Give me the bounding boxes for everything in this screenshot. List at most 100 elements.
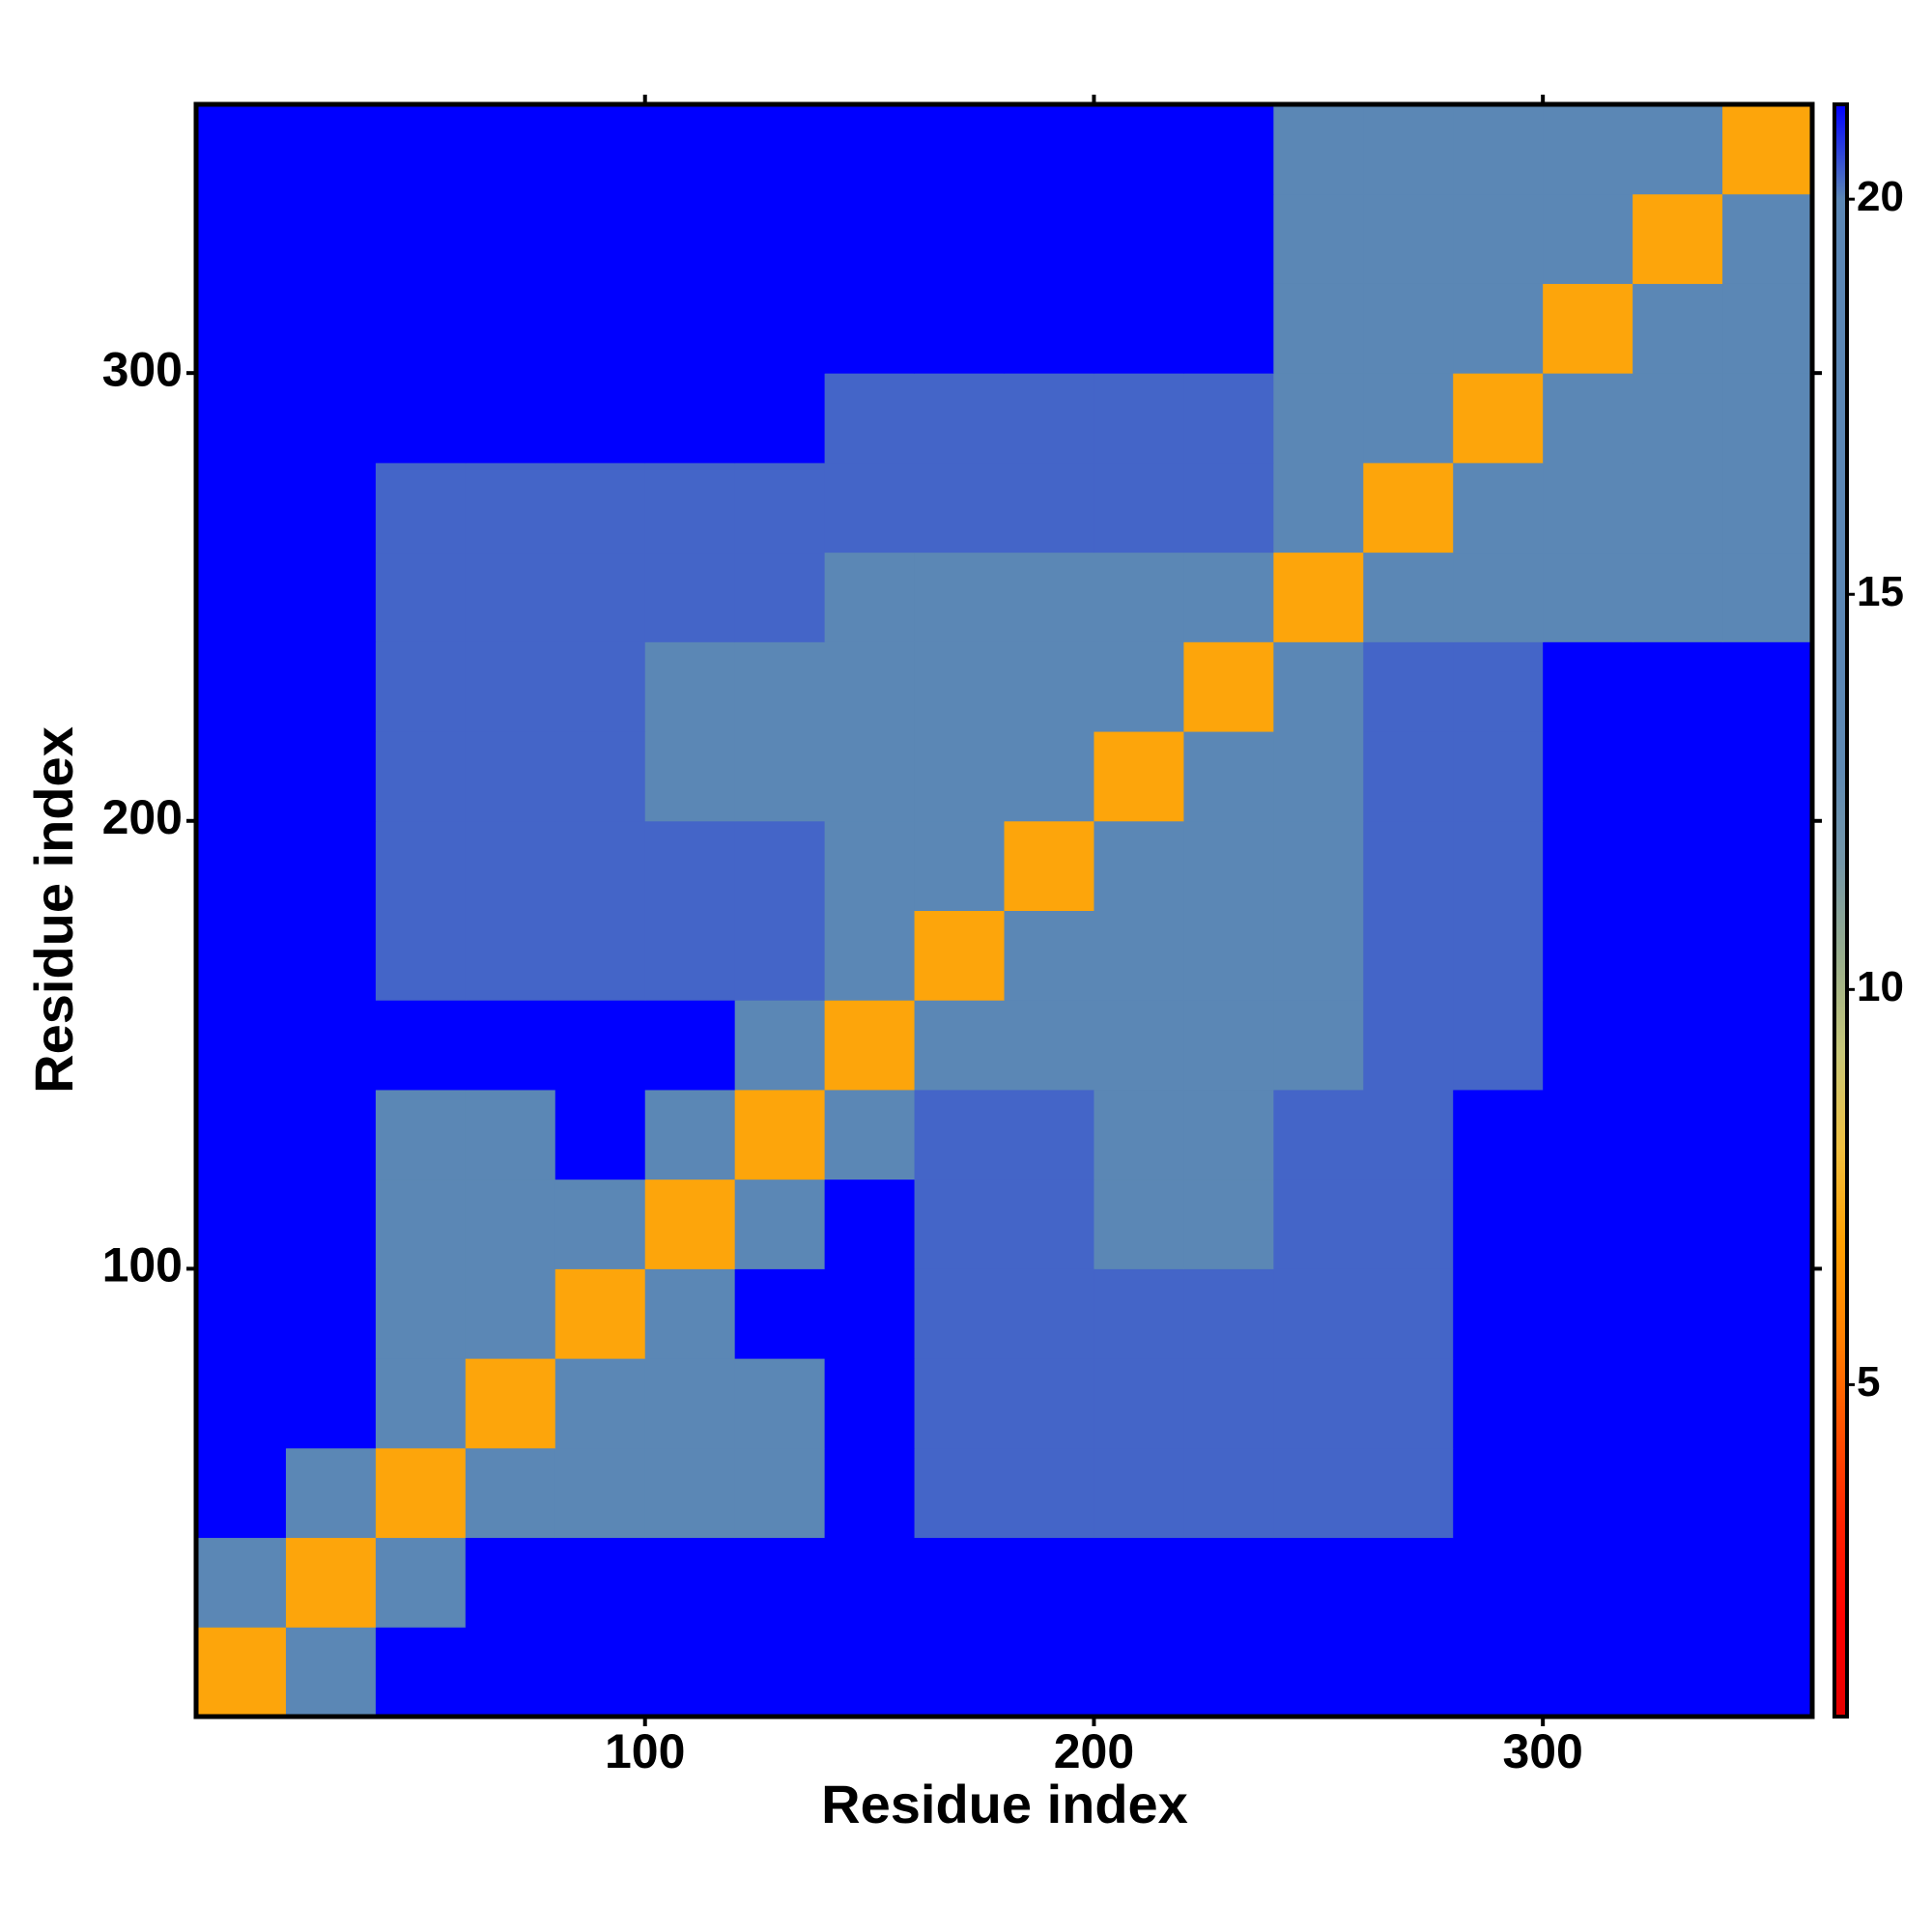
heatmap-cell [1273,1179,1364,1269]
heatmap-cell [375,820,467,911]
heatmap-cell [1543,373,1634,464]
heatmap-cell [1543,731,1634,822]
heatmap-cell [554,910,646,1001]
heatmap-cell [375,1268,467,1359]
heatmap-cell [734,731,826,822]
heatmap-cell [1363,731,1454,822]
heatmap-cell [734,1627,826,1718]
heatmap-cell [1722,1358,1813,1449]
heatmap-cell [554,1537,646,1628]
heatmap-cell [734,820,826,911]
heatmap-cell [1363,1358,1454,1449]
heatmap-cell [824,641,916,732]
heatmap-cell [196,552,287,642]
heatmap-cell [644,104,736,195]
heatmap-cell [1453,1179,1544,1269]
heatmap-cell [1722,641,1813,732]
heatmap-cell [285,193,377,284]
heatmap-cell [1453,1537,1544,1628]
heatmap [196,104,1813,1718]
heatmap-cell [1183,1179,1274,1269]
heatmap-cell [1453,552,1544,642]
heatmap-cell [1004,820,1094,911]
heatmap-cell [1722,462,1813,554]
heatmap-cell [554,1358,646,1449]
heatmap-cell [375,193,467,284]
heatmap-cell [1633,910,1723,1001]
heatmap-cell [465,1179,556,1269]
heatmap-cell [1094,1268,1184,1359]
heatmap-cell [465,1447,556,1539]
heatmap-cell [914,1447,1005,1539]
heatmap-cell [1094,552,1184,642]
heatmap-cell [914,1089,1005,1180]
heatmap-cell [1722,283,1813,374]
heatmap-cell [1094,283,1184,374]
heatmap-cell [1363,641,1454,732]
heatmap-cell [824,1179,916,1269]
heatmap-cell [1183,283,1274,374]
heatmap-cell [1453,1627,1544,1718]
heatmap-cell [1183,910,1274,1001]
heatmap-cell [554,462,646,554]
heatmap-cell [1633,1268,1723,1359]
heatmap-cell [285,1447,377,1539]
heatmap-cell [1633,1447,1723,1539]
colorbar-tick-label: 10 [1857,963,1904,1010]
y-axis-title: Residue index [23,726,84,1094]
heatmap-cell [824,283,916,374]
heatmap-cell [1183,1627,1274,1718]
heatmap-cell [734,283,826,374]
heatmap-cell [824,1627,916,1718]
heatmap-cell [465,373,556,464]
heatmap-cell [285,1627,377,1718]
heatmap-cell [1094,1537,1184,1628]
heatmap-cell [285,820,377,911]
heatmap-cell [914,373,1005,464]
heatmap-cell [1273,1268,1364,1359]
heatmap-cell [1273,462,1364,554]
heatmap-cell [285,1358,377,1449]
heatmap-cell [554,641,646,732]
heatmap-cell [914,1179,1005,1269]
heatmap-cell [375,1179,467,1269]
heatmap-cell [1363,1537,1454,1628]
heatmap-cell [375,1537,467,1628]
heatmap-cell [1273,1447,1364,1539]
heatmap-cell [1363,1000,1454,1091]
heatmap-cell [824,1268,916,1359]
heatmap-cell [1363,373,1454,464]
heatmap-cell [196,1627,287,1718]
heatmap-cell [824,1358,916,1449]
heatmap-cell [465,1268,556,1359]
heatmap-cell [824,104,916,195]
colorbar-tick-label: 15 [1857,568,1904,615]
heatmap-cell [375,104,467,195]
heatmap-cell [1543,193,1634,284]
heatmap-cell [285,552,377,642]
heatmap-cell [1363,820,1454,911]
heatmap-cell [1363,1447,1454,1539]
heatmap-cell [1094,462,1184,554]
heatmap-cell [734,552,826,642]
heatmap-cell [1543,552,1634,642]
heatmap-cell [1453,1268,1544,1359]
heatmap-cell [824,910,916,1001]
heatmap-cell [1363,1179,1454,1269]
heatmap-cell [1453,820,1544,911]
heatmap-cell [375,731,467,822]
heatmap-cell [196,462,287,554]
heatmap-cell [285,462,377,554]
heatmap-cell [465,910,556,1001]
heatmap-cell [1273,820,1364,911]
heatmap-cell [644,373,736,464]
heatmap-cell [554,104,646,195]
heatmap-cell [1363,1089,1454,1180]
heatmap-cell [196,373,287,464]
heatmap-cell [1183,641,1274,732]
heatmap-cell [285,731,377,822]
heatmap-cell [465,641,556,732]
heatmap-cell [1004,462,1094,554]
heatmap-cell [1633,1000,1723,1091]
heatmap-cell [1183,104,1274,195]
